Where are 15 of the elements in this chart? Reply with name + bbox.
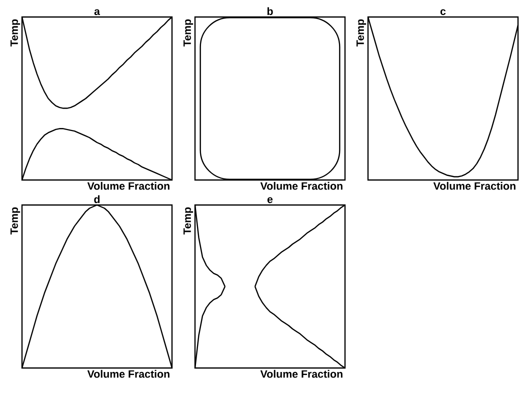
y-axis-title: Temp [10, 207, 20, 234]
text: b [267, 7, 273, 16]
text: Temp [184, 19, 194, 46]
y-axis-title: Temp [184, 207, 194, 234]
x-axis-title: Volume Fraction [260, 370, 342, 378]
y-axis-title: Temp [10, 19, 20, 46]
x-axis-title: Volume Fraction [433, 182, 516, 190]
chart-title: a [94, 9, 100, 16]
chart-title: e [267, 197, 273, 204]
text: Volume Fraction [260, 182, 342, 190]
chart-title: c [440, 9, 446, 16]
x-axis-title: Volume Fraction [87, 182, 170, 190]
y-axis-title: Temp [356, 19, 366, 46]
x-axis-title: Volume Fraction [87, 370, 170, 378]
chart-title: d [94, 195, 100, 204]
